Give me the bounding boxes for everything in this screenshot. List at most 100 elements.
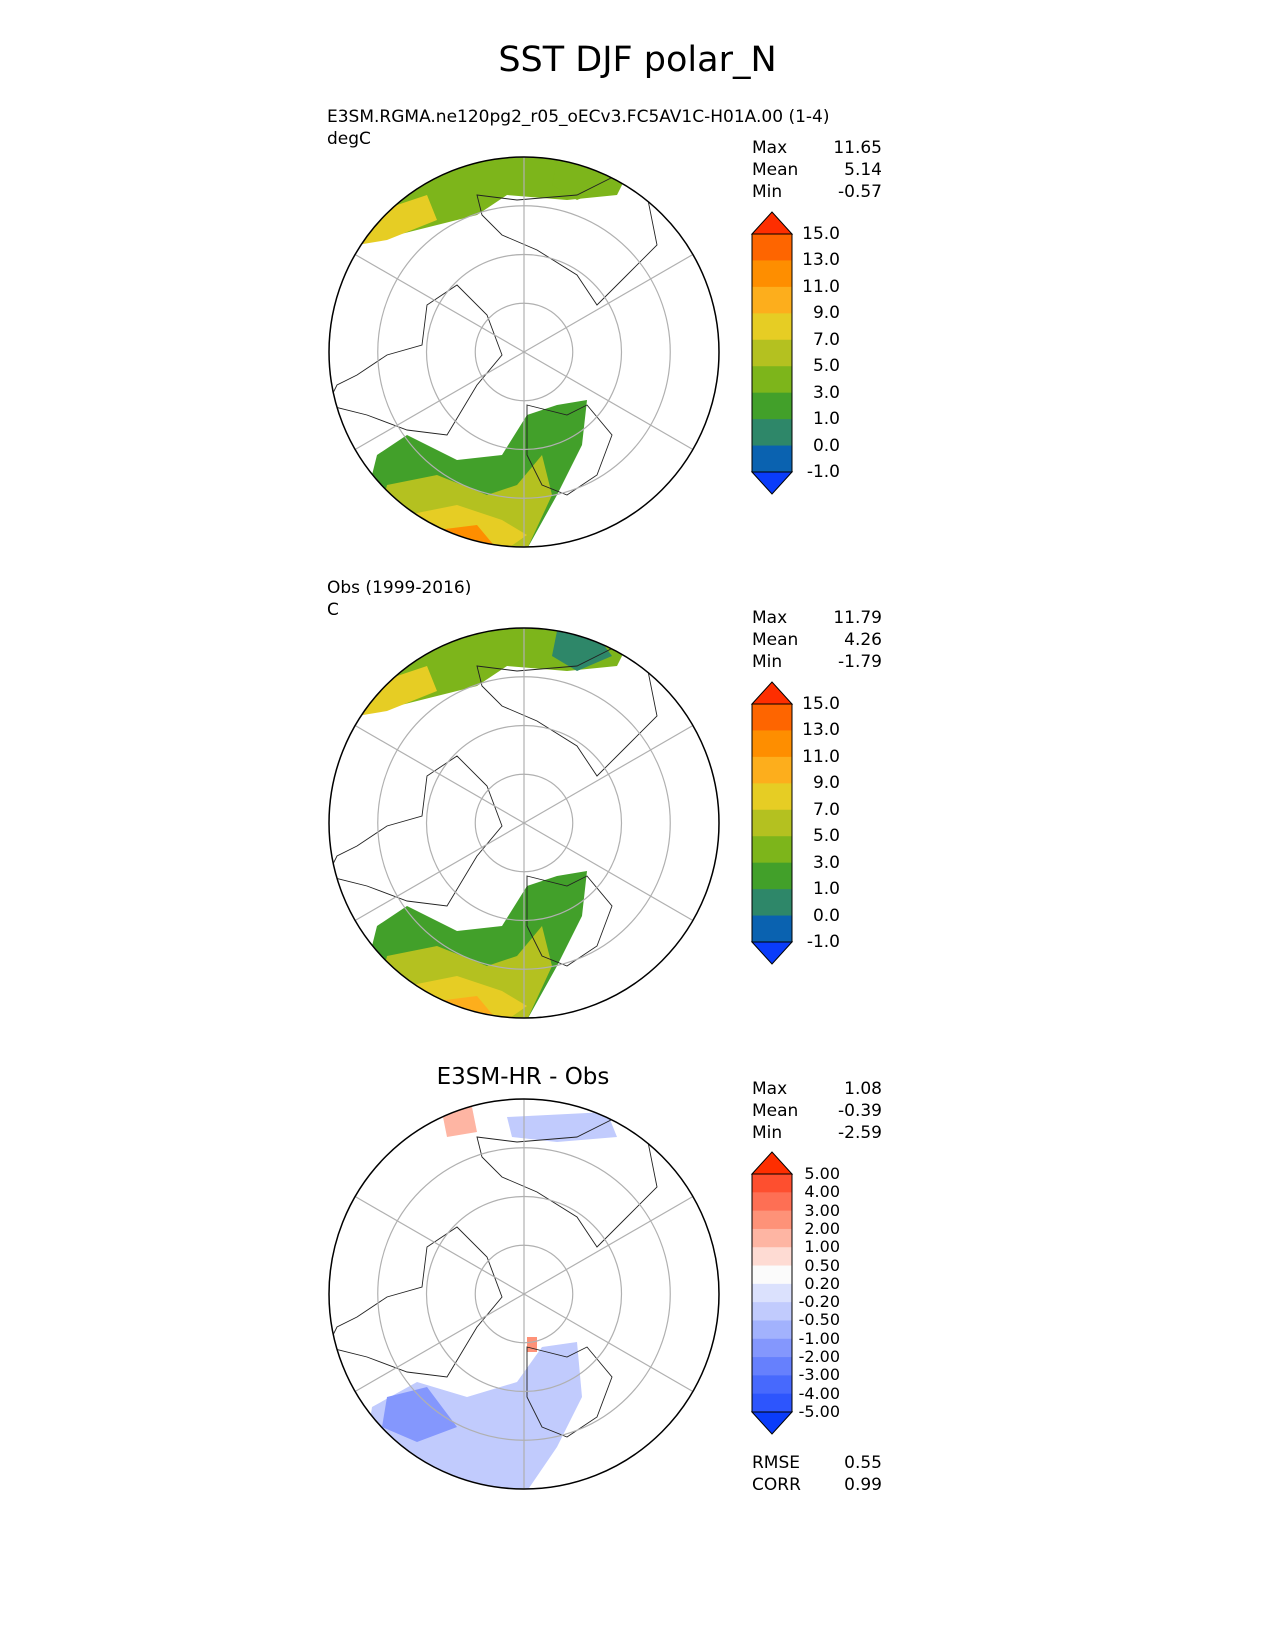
colorbar-segment [752, 392, 792, 420]
coastline [526, 404, 613, 496]
colorbar-segment [752, 1192, 792, 1212]
colorbar-tick-label: 9.0 [812, 773, 840, 794]
colorbar-tick-label: -1.0 [806, 932, 840, 952]
difference-negative [367, 1342, 582, 1489]
colorbar-segment [752, 862, 792, 890]
colorbar-segment [752, 730, 792, 758]
colorbar-tick-label: 1.00 [804, 1237, 840, 1257]
panel-1-title-line-2: degC [327, 129, 371, 149]
stat-value: 0.55 [844, 1453, 882, 1473]
colorbar-tick-label: -0.50 [798, 1310, 840, 1330]
longitude-line [523, 1195, 694, 1295]
colorbar-extend-bottom [750, 471, 794, 495]
colorbar-segment [752, 445, 792, 473]
longitude-line [354, 822, 525, 922]
longitude-line [523, 253, 694, 353]
colorbar-segment [752, 1283, 792, 1303]
panel-2-title-line-2: C [327, 600, 339, 620]
colorbar-segment [752, 339, 792, 367]
colorbar-frame [751, 233, 793, 473]
colorbar-tick-label: 5.00 [804, 1164, 840, 1183]
colorbar-extend-bottom [750, 1411, 794, 1435]
coastline [476, 645, 658, 777]
longitude-line [523, 351, 694, 451]
colorbar-tick-label: 0.0 [812, 435, 840, 456]
colorbar-tick-label: -2.00 [798, 1347, 840, 1367]
stat-label: RMSE [752, 1453, 801, 1473]
colorbar-segment [752, 1247, 792, 1267]
stat-value: 11.79 [833, 608, 882, 628]
colorbar-segment [752, 889, 792, 917]
colorbar-tick-label: 11.0 [802, 746, 840, 767]
coastline [329, 1226, 503, 1378]
figure-title: SST DJF polar_N [498, 40, 777, 80]
map-content [329, 1107, 658, 1489]
stat-label: Mean [752, 160, 799, 180]
stat-value: 0.99 [844, 1475, 882, 1495]
colorbar-tick-label: -1.0 [806, 462, 840, 482]
map-boundary [328, 156, 720, 548]
stat-value: -0.57 [838, 182, 882, 202]
colorbar-segment [752, 234, 792, 261]
colorbar-extend-top [750, 1151, 794, 1175]
colorbar-tick-label: -4.00 [798, 1383, 840, 1403]
colorbar-frame [751, 1173, 793, 1413]
colorbar-tick-label: 7.0 [812, 799, 840, 820]
colorbar-segment [752, 1174, 792, 1193]
stat-label: Mean [752, 1101, 799, 1121]
colorbar-segment [752, 260, 792, 288]
colorbar-tick-label: -0.20 [798, 1292, 840, 1312]
difference-positive [442, 1107, 477, 1137]
colorbar-extend-top [750, 681, 794, 705]
map-content [329, 628, 658, 1018]
colorbar-tick-label: 15.0 [802, 224, 840, 244]
stat-value: -0.39 [838, 1101, 882, 1121]
panel-1-colorbar [750, 211, 794, 495]
graticule [329, 1099, 719, 1489]
colorbar-tick-label: 0.20 [804, 1273, 840, 1293]
stat-value: 11.65 [833, 138, 882, 158]
longitude-line [354, 1195, 525, 1295]
coastline [526, 875, 613, 967]
graticule [329, 157, 719, 547]
longitude-line [354, 351, 525, 451]
colorbar-tick-label: 3.0 [812, 382, 840, 403]
longitude-line [354, 724, 525, 824]
colorbar-tick-label: 0.0 [812, 905, 840, 926]
stat-value: 1.08 [844, 1079, 882, 1099]
pacific-warm-sst [357, 195, 437, 245]
longitude-line [354, 253, 525, 353]
coastline [476, 1116, 658, 1248]
colorbar-tick-label: 4.00 [804, 1182, 840, 1202]
colorbar-tick-label: -1.00 [798, 1328, 840, 1348]
colorbar-tick-label: 7.0 [812, 329, 840, 350]
panel-3-error-stats: RMSE 0.55 CORR 0.99 [752, 1452, 882, 1496]
colorbar-tick-label: 3.0 [812, 852, 840, 873]
longitude-line [354, 1293, 525, 1393]
longitude-line [523, 822, 694, 922]
colorbar-segment [752, 1338, 792, 1358]
colorbar-tick-label: 1.0 [812, 879, 840, 900]
colorbar-tick-label: -3.00 [798, 1365, 840, 1385]
stat-label: Mean [752, 630, 799, 650]
colorbar-segment [752, 783, 792, 811]
colorbar-segment [752, 809, 792, 837]
panel-1-title-line-1: E3SM.RGMA.ne120pg2_r05_oECv3.FC5AV1C-H01… [327, 107, 830, 127]
stat-label: CORR [752, 1475, 801, 1495]
panel-2-colorbar [750, 681, 794, 965]
colorbar-segment [752, 1320, 792, 1340]
panel-2-stats: Max 11.79 Mean 4.26 Min -1.79 [752, 607, 882, 673]
map-content [329, 157, 658, 547]
panel-1-polar-map [328, 156, 720, 548]
colorbar-tick-label: 1.0 [812, 409, 840, 430]
coastline [329, 284, 503, 436]
stat-value: 4.26 [844, 630, 882, 650]
colorbar-segment [752, 1302, 792, 1321]
colorbar-segment [752, 756, 792, 784]
stat-value: -2.59 [838, 1123, 882, 1143]
stat-value: -1.79 [838, 652, 882, 672]
pacific-warm-sst [357, 666, 437, 716]
coastline [526, 1346, 613, 1438]
difference-strong-negative [382, 1387, 457, 1442]
colorbar-tick-label: 13.0 [802, 250, 840, 271]
